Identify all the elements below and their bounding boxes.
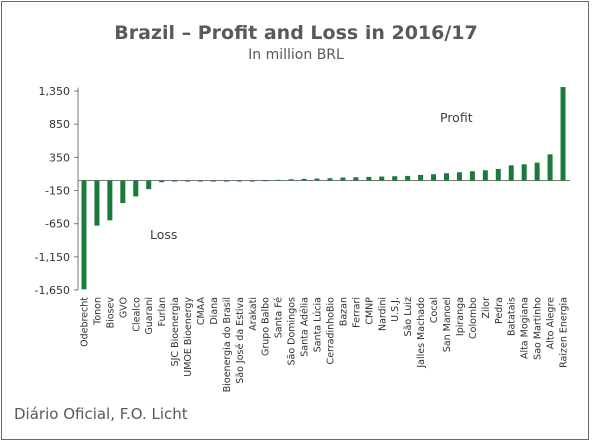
- bar: [120, 180, 126, 204]
- x-tick-label: Alto Alegre: [546, 297, 557, 349]
- x-tick-label: Ipiranga: [455, 297, 466, 336]
- bar: [482, 170, 488, 181]
- bar: [405, 175, 411, 181]
- x-tick-label: Santa Adélia: [300, 297, 311, 357]
- source-note: Diário Oficial, F.O. Licht: [14, 405, 188, 423]
- bar: [314, 178, 320, 181]
- bar: [327, 178, 333, 181]
- x-tick-label: Pedra: [494, 297, 505, 324]
- x-tick-label: Nardini: [377, 297, 388, 331]
- x-tick-label: CMAA: [196, 297, 207, 326]
- x-tick-label: Alta Mogiana: [520, 297, 531, 359]
- bar: [236, 180, 242, 182]
- x-tick-label: Colombo: [468, 297, 479, 339]
- x-tick-label: GVO: [118, 297, 129, 318]
- x-tick-label: UMOE Bioenergy: [183, 297, 194, 377]
- bar: [392, 176, 398, 181]
- y-tick-label: -1,650: [35, 284, 70, 297]
- bar: [366, 176, 372, 181]
- bar: [81, 180, 87, 290]
- x-tick-label: São Domingos: [287, 297, 298, 366]
- x-tick-label: Guarani: [144, 297, 155, 335]
- loss-annotation: Loss: [150, 227, 177, 242]
- x-tick-label: Sao Martinho: [533, 297, 544, 360]
- bar: [223, 180, 229, 182]
- bar: [146, 180, 152, 190]
- bar: [508, 165, 514, 181]
- bar: [172, 180, 178, 182]
- x-tick-label: Arakati: [248, 297, 259, 331]
- bar: [469, 171, 475, 181]
- y-tick-label: -1,150: [35, 251, 70, 264]
- x-tick-label: São Luiz: [403, 297, 414, 336]
- y-tick-label: 850: [49, 118, 70, 131]
- bar: [418, 174, 424, 181]
- bar: [288, 179, 294, 181]
- bar: [495, 168, 501, 181]
- bar: [275, 179, 281, 181]
- bar: [185, 180, 191, 182]
- bar: [521, 164, 527, 181]
- x-tick-label: CMNP: [364, 297, 375, 325]
- x-tick-label: Cocal: [429, 297, 440, 323]
- x-tick-label: Raizen Energia: [559, 297, 570, 368]
- x-tick-label: Diana: [209, 297, 220, 325]
- x-tick-label: Santa Lúcia: [313, 297, 324, 352]
- y-tick-label: 350: [49, 151, 70, 164]
- x-tick-label: São José da Estiva: [235, 297, 246, 384]
- x-tick-label: Jalles Machado: [416, 297, 427, 369]
- bar: [534, 162, 540, 181]
- x-tick-label: CerradinhoBio: [325, 297, 336, 365]
- x-tick-label: Furlan: [157, 297, 168, 326]
- x-tick-label: Bioenergia do Brasil: [222, 297, 233, 392]
- x-tick-label: Odebrecht: [79, 297, 90, 347]
- x-tick-label: Tonon: [92, 297, 103, 326]
- chart-subtitle: In million BRL: [248, 47, 344, 63]
- bar: [456, 172, 462, 181]
- bar: [159, 180, 165, 183]
- x-tick-label: San Manoel: [442, 297, 453, 352]
- x-tick-label: Santa Fé: [274, 297, 285, 338]
- bar: [560, 87, 566, 181]
- bar: [210, 180, 216, 182]
- x-tick-label: Batatais: [507, 297, 518, 336]
- bar: [133, 180, 139, 197]
- x-tick-label: U.S.J.: [390, 297, 401, 322]
- bar: [301, 178, 307, 181]
- chart-title: Brazil – Profit and Loss in 2016/17: [114, 22, 478, 44]
- bar: [547, 154, 553, 181]
- y-tick-label: -150: [45, 185, 70, 198]
- x-tick-label: Clealco: [131, 297, 142, 332]
- bar: [353, 177, 359, 181]
- bar: [249, 180, 255, 182]
- bar: [107, 180, 113, 221]
- y-tick-label: -650: [45, 218, 70, 231]
- bar: [262, 180, 268, 182]
- x-tick-label: Ferrari: [351, 297, 362, 328]
- x-tick-label: Zilor: [481, 297, 492, 319]
- x-tick-label: Grupo Balbo: [261, 297, 272, 356]
- bar: [379, 176, 385, 181]
- bar: [444, 173, 449, 181]
- bar: [198, 180, 203, 182]
- x-tick-label: SJC Bioenergia: [170, 297, 181, 366]
- x-tick-label: Bazan: [338, 297, 349, 326]
- bar: [94, 180, 100, 226]
- y-tick-label: 1,350: [39, 85, 71, 98]
- x-tick-label: Biosev: [105, 297, 116, 329]
- profit-annotation: Profit: [440, 110, 473, 125]
- bar: [340, 177, 346, 181]
- bar: [431, 174, 437, 181]
